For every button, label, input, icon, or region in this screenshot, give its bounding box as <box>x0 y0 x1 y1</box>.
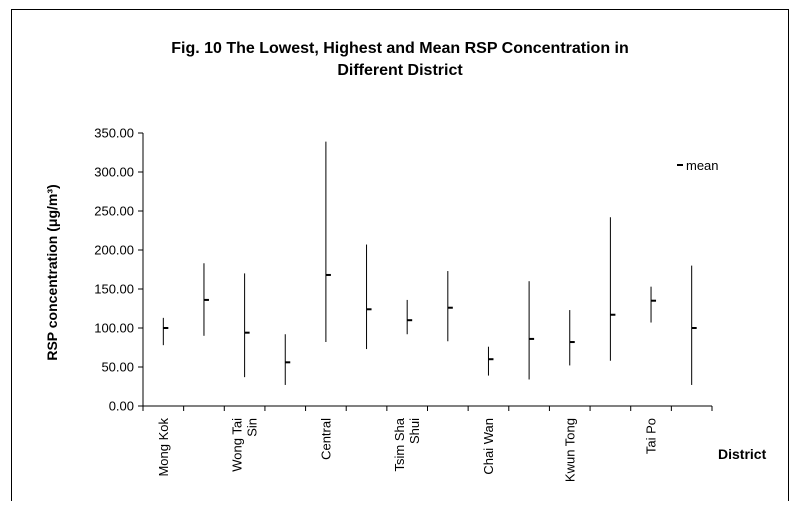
category-label-line: Tai Po <box>644 418 659 454</box>
y-tick-label: 250.00 <box>94 204 134 219</box>
category-label: Mong Kok <box>156 418 171 477</box>
legend: mean <box>677 158 719 173</box>
y-tick-label: 350.00 <box>94 126 134 141</box>
y-axis-label: RSP concentration (μg/m³) <box>44 184 60 360</box>
range-marks <box>162 141 697 385</box>
chart-title-line2: Different District <box>337 62 463 79</box>
category-label: Wong TaiSin <box>230 418 260 472</box>
category-label-line: Shui <box>407 418 422 444</box>
category-label-line: Mong Kok <box>156 418 171 477</box>
chart-frame <box>11 9 789 501</box>
category-label: Kwun Tong <box>562 418 577 482</box>
y-tick-label: 100.00 <box>94 321 134 336</box>
y-tick-label: 50.00 <box>101 360 134 375</box>
category-label: Central <box>318 418 333 460</box>
chart-title: Fig. 10 The Lowest, Highest and Mean RSP… <box>171 40 629 57</box>
category-label-line: Kwun Tong <box>562 418 577 482</box>
category-label-line: Wong Tai <box>230 418 245 472</box>
legend-mean-label: mean <box>686 158 719 173</box>
y-tick-label: 150.00 <box>94 282 134 297</box>
category-label: Tai Po <box>644 418 659 454</box>
x-axis-label: District <box>718 446 767 462</box>
y-tick-label: 300.00 <box>94 165 134 180</box>
x-ticks <box>142 406 713 411</box>
category-label-line: Chai Wan <box>481 418 496 475</box>
y-tick-label: 200.00 <box>94 243 134 258</box>
category-label-line: Sin <box>245 418 260 437</box>
y-tick-label: 0.00 <box>109 399 134 414</box>
category-labels: Mong Kok Wong TaiSin Central Tsim ShaShui Ch… <box>156 417 659 482</box>
y-ticks: 0.00 50.00 100.00 150.00 200.00 250.00 300.00 3… <box>94 126 143 414</box>
category-label: Tsim ShaShui <box>392 417 422 471</box>
category-label: Chai Wan <box>481 418 496 475</box>
category-label-line: Central <box>318 418 333 460</box>
category-label-line: Tsim Sha <box>392 417 407 471</box>
